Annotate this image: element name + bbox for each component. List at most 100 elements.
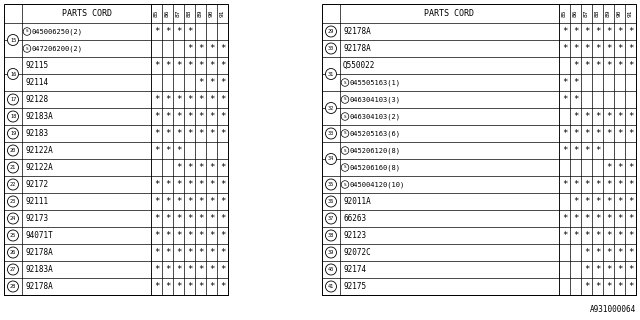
Text: *: *	[220, 44, 225, 53]
Text: *: *	[628, 248, 633, 257]
Text: *: *	[154, 112, 159, 121]
Text: *: *	[617, 231, 622, 240]
Text: 19: 19	[10, 131, 16, 136]
Text: *: *	[209, 282, 214, 291]
Text: *: *	[198, 78, 203, 87]
Text: 92122A: 92122A	[25, 163, 52, 172]
Circle shape	[8, 111, 19, 122]
Text: 88: 88	[595, 10, 600, 17]
Text: PARTS CORD: PARTS CORD	[424, 9, 474, 18]
Circle shape	[326, 68, 337, 79]
Text: *: *	[628, 61, 633, 70]
Circle shape	[326, 230, 337, 241]
Text: *: *	[198, 197, 203, 206]
Text: *: *	[584, 248, 589, 257]
Text: *: *	[573, 44, 578, 53]
Text: *: *	[562, 78, 567, 87]
Text: *: *	[176, 180, 181, 189]
Text: *: *	[606, 27, 611, 36]
Text: *: *	[628, 112, 633, 121]
Text: 045505163(1): 045505163(1)	[350, 79, 401, 86]
Text: *: *	[606, 231, 611, 240]
Text: *: *	[176, 95, 181, 104]
Text: *: *	[562, 95, 567, 104]
Text: 35: 35	[328, 182, 334, 187]
Text: *: *	[209, 112, 214, 121]
Text: *: *	[617, 197, 622, 206]
Text: 92178A: 92178A	[343, 27, 371, 36]
Text: 047206200(2): 047206200(2)	[32, 45, 83, 52]
Text: *: *	[154, 282, 159, 291]
Text: 045206120(8): 045206120(8)	[350, 147, 401, 154]
Text: 40: 40	[328, 267, 334, 272]
Text: *: *	[562, 146, 567, 155]
Text: *: *	[584, 44, 589, 53]
Circle shape	[326, 179, 337, 190]
Text: *: *	[154, 95, 159, 104]
Text: 85: 85	[154, 10, 159, 17]
Circle shape	[23, 28, 31, 35]
Text: 86: 86	[165, 10, 170, 17]
Text: *: *	[209, 78, 214, 87]
Text: *: *	[165, 197, 170, 206]
Text: *: *	[165, 27, 170, 36]
Text: *: *	[584, 231, 589, 240]
Text: *: *	[595, 248, 600, 257]
Text: 87: 87	[176, 10, 181, 17]
Text: 29: 29	[328, 29, 334, 34]
Text: *: *	[154, 231, 159, 240]
Circle shape	[8, 128, 19, 139]
Text: *: *	[187, 197, 192, 206]
Text: *: *	[220, 180, 225, 189]
Text: *: *	[573, 61, 578, 70]
Text: *: *	[154, 146, 159, 155]
Text: *: *	[628, 129, 633, 138]
Text: *: *	[628, 282, 633, 291]
Text: 92175: 92175	[343, 282, 366, 291]
Circle shape	[8, 68, 19, 79]
Text: *: *	[154, 129, 159, 138]
Circle shape	[326, 154, 337, 164]
Text: *: *	[198, 129, 203, 138]
Text: 92123: 92123	[343, 231, 366, 240]
Text: *: *	[176, 214, 181, 223]
Text: 17: 17	[10, 97, 16, 102]
Text: 16: 16	[10, 71, 16, 76]
Text: *: *	[617, 61, 622, 70]
Text: 20: 20	[10, 148, 16, 153]
Text: *: *	[628, 180, 633, 189]
Text: *: *	[595, 214, 600, 223]
Text: *: *	[606, 214, 611, 223]
Text: *: *	[187, 214, 192, 223]
Text: *: *	[573, 78, 578, 87]
Text: 37: 37	[328, 216, 334, 221]
Text: *: *	[176, 146, 181, 155]
Text: *: *	[606, 61, 611, 70]
Text: 92072C: 92072C	[343, 248, 371, 257]
Text: 89: 89	[606, 10, 611, 17]
Text: Q550022: Q550022	[343, 61, 376, 70]
Circle shape	[326, 264, 337, 275]
Text: 046304103(3): 046304103(3)	[350, 96, 401, 103]
Text: *: *	[595, 265, 600, 274]
Circle shape	[341, 164, 349, 171]
Text: *: *	[617, 248, 622, 257]
Text: 92011A: 92011A	[343, 197, 371, 206]
Circle shape	[8, 230, 19, 241]
Text: 30: 30	[328, 46, 334, 51]
Circle shape	[8, 94, 19, 105]
Text: *: *	[176, 112, 181, 121]
Text: *: *	[220, 112, 225, 121]
Circle shape	[326, 213, 337, 224]
Text: *: *	[209, 180, 214, 189]
Text: *: *	[198, 61, 203, 70]
Text: *: *	[220, 61, 225, 70]
Text: *: *	[198, 163, 203, 172]
Text: *: *	[628, 214, 633, 223]
Text: *: *	[209, 197, 214, 206]
Text: *: *	[584, 282, 589, 291]
Bar	[322, 4, 636, 295]
Circle shape	[23, 45, 31, 52]
Circle shape	[341, 79, 349, 86]
Text: 27: 27	[10, 267, 16, 272]
